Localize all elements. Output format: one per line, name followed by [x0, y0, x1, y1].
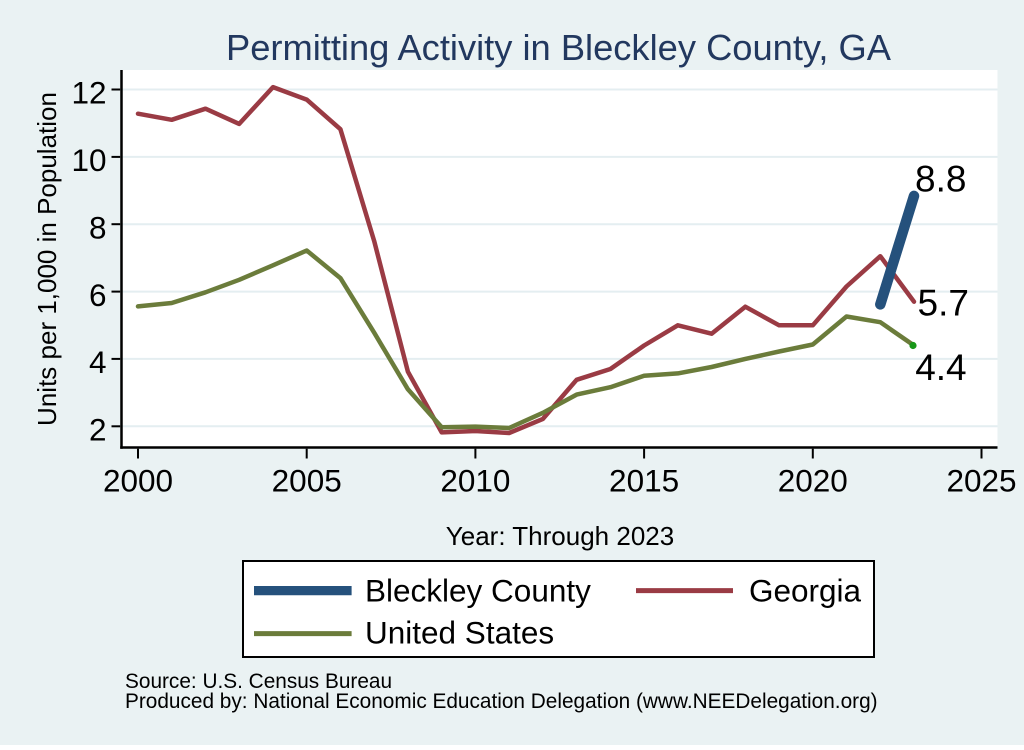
svg-text:2025: 2025 [946, 463, 1016, 499]
svg-text:Georgia: Georgia [749, 573, 862, 609]
svg-text:8.8: 8.8 [915, 159, 966, 200]
svg-text:8: 8 [89, 209, 107, 245]
svg-text:2020: 2020 [778, 463, 848, 499]
svg-text:12: 12 [71, 75, 106, 111]
svg-text:4.4: 4.4 [915, 347, 966, 388]
svg-text:10: 10 [71, 142, 106, 178]
svg-text:2005: 2005 [272, 463, 342, 499]
svg-text:Bleckley County: Bleckley County [365, 573, 591, 609]
svg-text:Permitting Activity in Bleckle: Permitting Activity in Bleckley County, … [226, 27, 892, 68]
svg-text:5.7: 5.7 [918, 282, 969, 323]
svg-text:2000: 2000 [103, 463, 173, 499]
svg-text:4: 4 [89, 344, 107, 380]
svg-text:2015: 2015 [609, 463, 679, 499]
svg-text:Produced by: National Economic: Produced by: National Economic Education… [125, 690, 878, 713]
svg-text:Year: Through 2023: Year: Through 2023 [446, 521, 674, 551]
svg-text:2: 2 [89, 412, 107, 448]
svg-text:2010: 2010 [440, 463, 510, 499]
svg-text:Units per 1,000 in Population: Units per 1,000 in Population [32, 92, 62, 426]
svg-text:United States: United States [365, 615, 554, 651]
svg-text:Source: U.S. Census Bureau: Source: U.S. Census Bureau [125, 670, 392, 693]
svg-text:6: 6 [89, 277, 107, 313]
